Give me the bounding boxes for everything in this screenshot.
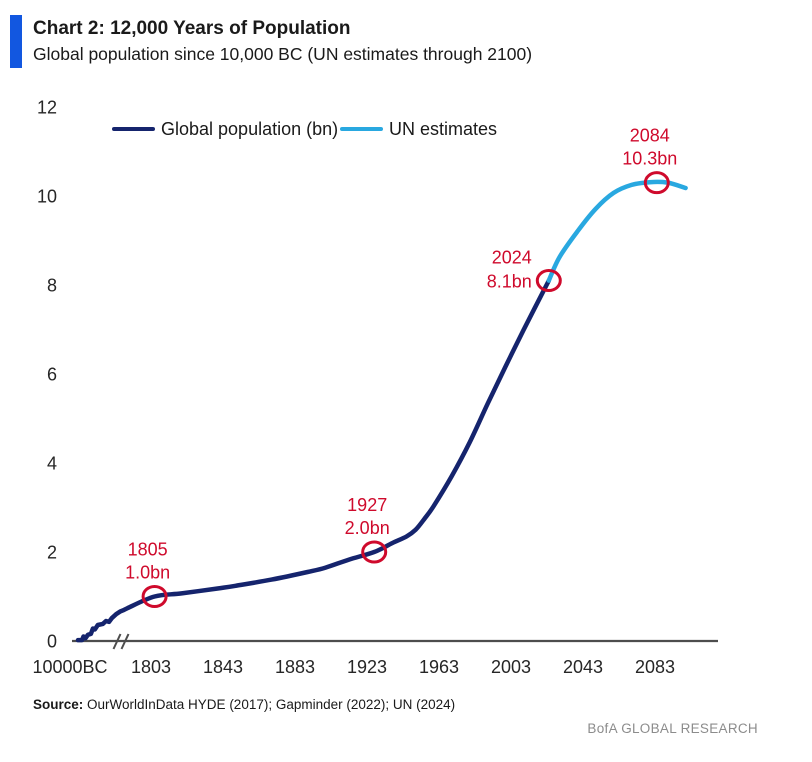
source-label: Source: xyxy=(33,697,84,712)
y-tick-label: 6 xyxy=(47,365,57,385)
population-line xyxy=(75,278,552,643)
y-tick-label: 8 xyxy=(47,276,57,296)
annotation-circle xyxy=(361,540,388,564)
y-tick-label: 0 xyxy=(47,632,57,652)
legend-label-un-estimates: UN estimates xyxy=(389,118,498,139)
x-tick-label: 1803 xyxy=(131,657,171,677)
title-accent-bar xyxy=(10,15,22,68)
x-tick-label: 1883 xyxy=(275,657,315,677)
annotation-circle xyxy=(643,171,670,195)
annotation-year-label: 2024 xyxy=(492,248,532,268)
x-tick-label: 2043 xyxy=(563,657,603,677)
source-text: OurWorldInData HYDE (2017); Gapminder (2… xyxy=(83,697,456,712)
legend-item-global-population: Global population (bn) xyxy=(112,119,338,139)
annotation-value-label: 2.0bn xyxy=(345,518,390,538)
y-tick-label: 12 xyxy=(37,98,57,118)
axis-break-mark xyxy=(112,633,122,650)
legend-item-un-estimates: UN estimates xyxy=(340,119,497,139)
annotation-year-label: 1927 xyxy=(347,495,387,515)
x-tick-label: 10000BC xyxy=(32,657,107,677)
legend-swatch-un-estimates xyxy=(340,126,383,132)
legend-swatch-global-population xyxy=(112,126,155,132)
x-tick-label: 1963 xyxy=(419,657,459,677)
x-tick-label: 1923 xyxy=(347,657,387,677)
source-line: Source: OurWorldInData HYDE (2017); Gapm… xyxy=(33,697,455,712)
chart-subtitle: Global population since 10,000 BC (UN es… xyxy=(33,44,533,64)
legend-label-global-population: Global population (bn) xyxy=(161,118,339,139)
brand-footer: BofA GLOBAL RESEARCH xyxy=(587,721,758,736)
chart-title: Chart 2: 12,000 Years of Population xyxy=(33,18,351,39)
annotation-value-label: 8.1bn xyxy=(487,272,532,292)
x-tick-label: 2083 xyxy=(635,657,675,677)
annotation-circle xyxy=(535,269,562,293)
annotation-year-label: 2084 xyxy=(630,126,670,146)
y-tick-label: 2 xyxy=(47,543,57,563)
x-tick-label: 1843 xyxy=(203,657,243,677)
un-estimates-line xyxy=(546,179,688,283)
y-tick-label: 10 xyxy=(37,187,57,207)
y-tick-label: 4 xyxy=(47,454,57,474)
x-tick-label: 2003 xyxy=(491,657,531,677)
annotation-year-label: 1805 xyxy=(128,540,168,560)
annotation-circle xyxy=(141,585,168,608)
annotation-value-label: 1.0bn xyxy=(125,563,170,583)
annotation-value-label: 10.3bn xyxy=(622,149,677,169)
axis-break-mark xyxy=(120,633,130,650)
